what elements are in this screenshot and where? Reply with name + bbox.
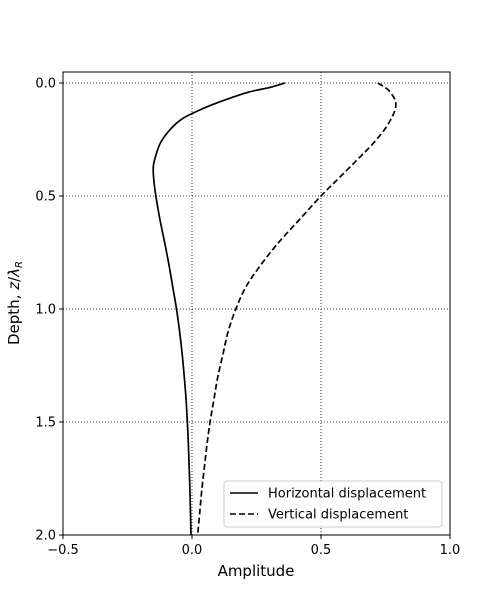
y-tick-label: 2.0 — [35, 529, 56, 544]
legend-box — [223, 480, 443, 528]
x-axis-label: Amplitude — [218, 562, 295, 580]
y-tick-label: 1.5 — [35, 416, 56, 431]
y-axis-label-slash: / — [5, 276, 23, 282]
x-tick-label: 0.5 — [311, 543, 332, 558]
x-tick-label: 0.0 — [182, 543, 203, 558]
plot-area-frame — [62, 71, 451, 536]
axis-ticks: −0.5 0.0 0.5 1.0 0.0 0.5 1.0 1.5 2.0 — [35, 77, 460, 559]
legend: Horizontal displacement Vertical displac… — [223, 480, 443, 528]
legend-label-vertical: Vertical displacement — [268, 508, 408, 523]
y-axis-label: Depth, z/λR — [5, 261, 25, 345]
y-axis-label-z: z — [5, 281, 23, 291]
legend-label-horizontal: Horizontal displacement — [268, 487, 426, 502]
y-axis-label-lambda: λ — [5, 268, 23, 278]
series-lines — [152, 82, 397, 536]
y-axis-label-text: Depth, — [5, 290, 23, 345]
x-tick-label: −0.5 — [47, 543, 79, 558]
series-line-horizontal-displacement — [152, 82, 286, 536]
y-tick-label: 0.0 — [35, 77, 56, 92]
x-tick-label: 1.0 — [440, 543, 461, 558]
y-axis-label-subscript: R — [14, 261, 25, 268]
series-line-vertical-displacement — [196, 82, 397, 536]
y-tick-label: 1.0 — [35, 303, 56, 318]
y-tick-label: 0.5 — [35, 190, 56, 205]
